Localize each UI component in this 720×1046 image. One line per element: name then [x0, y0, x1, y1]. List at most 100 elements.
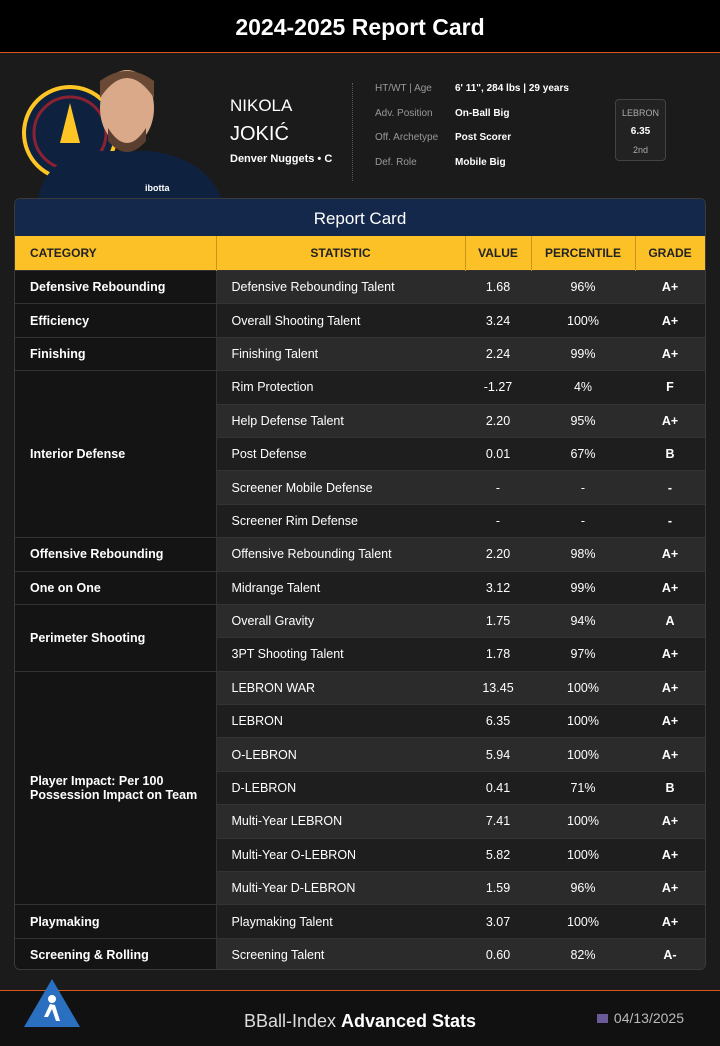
statistic: Overall Gravity — [216, 603, 465, 638]
calendar-icon — [596, 1014, 608, 1023]
category: Offensive Rebounding — [15, 537, 217, 572]
player-header: ibotta NIKOLA JOKIĆ Denver Nuggets • C H… — [0, 53, 720, 199]
category: Playmaking — [15, 904, 217, 939]
grade: A — [635, 603, 705, 638]
table-title: Report Card — [15, 199, 705, 236]
statistic: Screening Talent — [216, 937, 465, 969]
value: 1.68 — [465, 269, 531, 304]
detail-label: Adv. Position — [375, 107, 433, 119]
grade: B — [635, 436, 705, 471]
detail-value: 6' 11", 284 lbs | 29 years — [455, 83, 569, 94]
column-header: GRADE — [635, 236, 705, 271]
percentile: 67% — [531, 436, 635, 471]
statistic: D-LEBRON — [216, 770, 465, 805]
value: 2.20 — [465, 403, 531, 438]
value: 5.82 — [465, 837, 531, 872]
value: 2.20 — [465, 537, 531, 572]
percentile: 95% — [531, 403, 635, 438]
brand-bold: Advanced Stats — [341, 1011, 477, 1031]
header-row: CATEGORY STATISTIC VALUE PERCENTILE GRADE — [15, 236, 705, 271]
detail-value: Post Scorer — [455, 132, 512, 143]
table-row: Screener Mobile Defense - - - — [15, 470, 705, 505]
date: 04/13/2025 — [596, 1010, 684, 1026]
statistic: Multi-Year O-LEBRON — [216, 837, 465, 872]
percentile: 82% — [531, 937, 635, 969]
statistic: LEBRON — [216, 704, 465, 738]
grade: A+ — [635, 336, 705, 371]
table-row: Defensive Rebounding Defensive Rebounding… — [15, 269, 705, 304]
player-details: HT/WT | Age 6' 11", 284 lbs | 29 years Adv… — [352, 83, 569, 181]
detail-row: Def. Role Mobile Big — [375, 157, 569, 182]
value: 0.41 — [465, 770, 531, 805]
statistic: Finishing Talent — [216, 336, 465, 371]
percentile: 71% — [531, 770, 635, 805]
table-row: Finishing Finishing Talent 2.24 99% A+ — [15, 336, 705, 371]
percentile: 96% — [531, 269, 635, 304]
player-photo: ibotta — [22, 70, 222, 199]
statistic: Post Defense — [216, 436, 465, 471]
grade: A- — [635, 937, 705, 969]
percentile: 4% — [531, 370, 635, 405]
statistic: Help Defense Talent — [216, 403, 465, 438]
value: 3.07 — [465, 904, 531, 939]
table-row: 3PT Shooting Talent 1.78 97% A+ — [15, 637, 705, 672]
category: Finishing — [15, 336, 217, 371]
last-name: JOKIĆ — [230, 123, 289, 145]
grade: A+ — [635, 704, 705, 738]
percentile: 99% — [531, 336, 635, 371]
percentile: 100% — [531, 904, 635, 939]
grade: - — [635, 503, 705, 538]
percentile: 98% — [531, 537, 635, 572]
stats-table: CATEGORY STATISTIC VALUE PERCENTILE GRADE De… — [15, 236, 705, 969]
statistic: Offensive Rebounding Talent — [216, 537, 465, 572]
detail-row: Off. Archetype Post Scorer — [375, 132, 569, 157]
report-card: Report Card CATEGORY STATISTIC VALUE PERCEN… — [14, 198, 706, 970]
grade: A+ — [635, 570, 705, 605]
grade: A+ — [635, 837, 705, 872]
value: 0.60 — [465, 937, 531, 969]
footer: BBall-Index Advanced Stats 04/13/2025 — [0, 979, 720, 1046]
grade: A+ — [635, 904, 705, 939]
statistic: Multi-Year D-LEBRON — [216, 871, 465, 905]
statistic: Playmaking Talent — [216, 904, 465, 939]
date-text: 04/13/2025 — [613, 1010, 684, 1026]
percentile: 100% — [531, 737, 635, 772]
statistic: Defensive Rebounding Talent — [216, 269, 465, 304]
value: 6.35 — [465, 704, 531, 738]
category: Efficiency — [15, 303, 217, 338]
table-row: One on One Midrange Talent 3.12 99% A+ — [15, 570, 705, 605]
grade: - — [635, 470, 705, 505]
value: 7.41 — [465, 804, 531, 839]
lebron-badge: LEBRON 6.35 2nd — [615, 99, 666, 161]
percentile: - — [531, 470, 635, 505]
percentile: 97% — [531, 637, 635, 672]
statistic: LEBRON WAR — [216, 670, 465, 705]
percentile: 100% — [531, 704, 635, 738]
grade: A+ — [635, 670, 705, 705]
category: Defensive Rebounding — [15, 269, 217, 304]
table-row: Interior Defense Rim Protection -1.27 4% F — [15, 370, 705, 538]
percentile: 94% — [531, 603, 635, 638]
table-row: D-LEBRON 0.41 71% B — [15, 770, 705, 805]
grade: A+ — [635, 303, 705, 338]
value: 2.24 — [465, 336, 531, 371]
brand-name: BBall-Index — [243, 1011, 336, 1031]
table-row: Post Defense 0.01 67% B — [15, 436, 705, 471]
badge-label: LEBRON — [621, 108, 659, 118]
percentile: 96% — [531, 871, 635, 905]
grade: A+ — [635, 537, 705, 572]
category: Screening & Rolling — [15, 937, 217, 969]
percentile: 99% — [531, 570, 635, 605]
table-body: Defensive Rebounding Defensive Rebounding… — [15, 269, 705, 969]
grade: A+ — [635, 637, 705, 672]
table-row: Screening & Rolling Screening Talent 0.60 8… — [15, 937, 705, 969]
grade: A+ — [635, 403, 705, 438]
grade: A+ — [635, 871, 705, 905]
team: Denver Nuggets • C — [230, 153, 333, 165]
badge-value: 6.35 — [630, 126, 651, 137]
statistic: O-LEBRON — [216, 737, 465, 772]
table-row: O-LEBRON 5.94 100% A+ — [15, 737, 705, 772]
table-row: Playmaking Playmaking Talent 3.07 100% A+ — [15, 904, 705, 939]
badge-rank: 2nd — [632, 145, 649, 155]
